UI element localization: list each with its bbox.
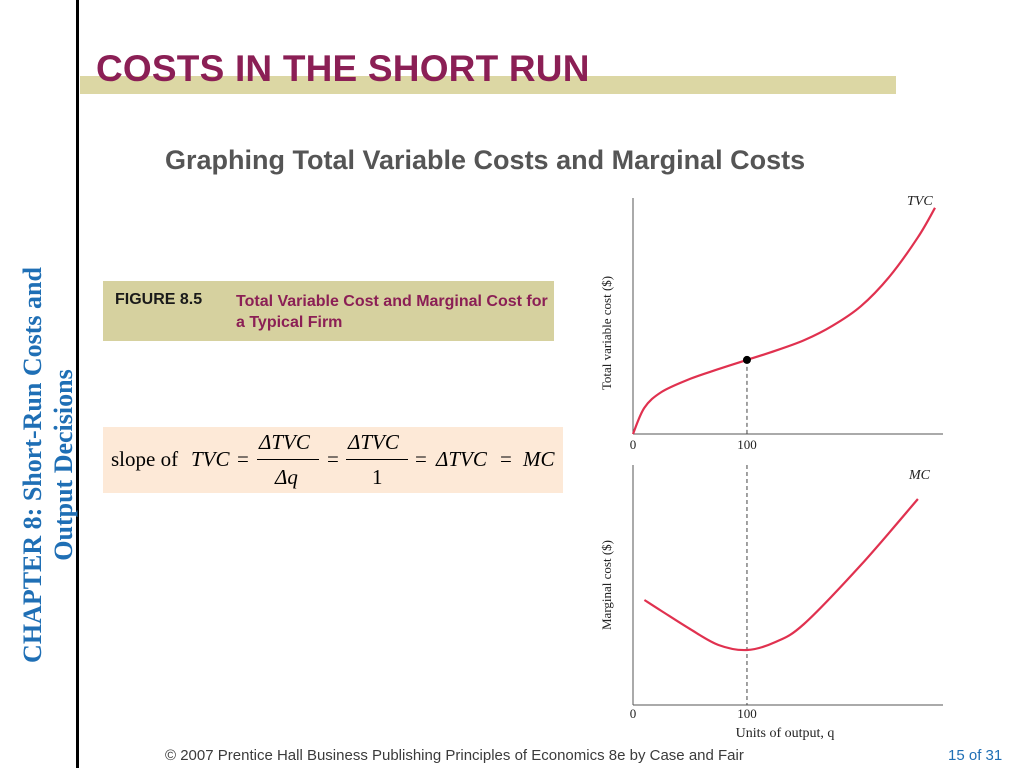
cost-curves-chart: Total variable cost ($) 0 100 TVC Margin…	[599, 194, 943, 741]
fraction-bar-1	[257, 459, 319, 460]
mc-panel: Marginal cost ($) 0 100 MC Units of outp…	[599, 465, 943, 741]
figure-label: FIGURE 8.5	[115, 291, 203, 308]
formula-mc: MC	[523, 447, 555, 471]
side-rule	[76, 0, 79, 768]
chapter-side-title: CHAPTER 8: Short-Run Costs and Output De…	[17, 235, 87, 695]
footer-copyright: © 2007 Prentice Hall Business Publishing…	[165, 747, 744, 764]
tvc-point-marker	[742, 355, 751, 364]
formula-numerator-1: ΔTVC	[259, 430, 310, 454]
tvc-x-tick-0: 0	[630, 437, 637, 452]
tvc-curve	[631, 207, 936, 435]
figure-caption: Total Variable Cost and Marginal Cost fo…	[236, 293, 548, 331]
formula-numerator-2: ΔTVC	[348, 430, 399, 454]
mc-y-label: Marginal cost ($)	[599, 540, 614, 630]
formula-equals-4: =	[500, 447, 512, 471]
tvc-series-label: TVC	[907, 194, 933, 209]
title-underline-band	[80, 76, 896, 94]
chapter-title-part1: Short-Run Costs and	[18, 267, 47, 502]
formula-denominator-1: Δq	[275, 465, 298, 489]
mc-curve	[643, 498, 919, 652]
slope-formula: slope of TVC = ΔTVC Δq = ΔTVC 1 = ΔTVC =…	[103, 427, 563, 493]
formula-denominator-2: 1	[372, 465, 383, 489]
formula-equals-2: =	[327, 447, 339, 471]
mc-series-label: MC	[908, 468, 931, 483]
formula-delta-tvc: ΔTVC	[436, 447, 487, 471]
figure-caption-box: FIGURE 8.5 Total Variable Cost and Margi…	[103, 281, 554, 341]
mc-x-label: Units of output, q	[736, 726, 835, 741]
formula-prefix: slope of	[111, 447, 179, 471]
formula-tvc: TVC	[191, 447, 230, 471]
tvc-x-tick-100: 100	[737, 437, 757, 452]
chapter-title-line1: CHAPTER 8: Short-Run Costs and	[17, 235, 48, 695]
fraction-bar-2	[346, 459, 408, 460]
page-number: 15 of 31	[948, 747, 1003, 764]
chapter-label: CHAPTER 8:	[18, 507, 47, 663]
formula-equals-3: =	[415, 447, 427, 471]
mc-x-tick-0: 0	[630, 706, 637, 721]
mc-x-tick-100: 100	[737, 706, 757, 721]
slide-subtitle: Graphing Total Variable Costs and Margin…	[165, 145, 806, 175]
slide-title: COSTS IN THE SHORT RUN	[96, 48, 590, 89]
formula-equals-1: =	[237, 447, 249, 471]
tvc-panel: Total variable cost ($) 0 100 TVC	[599, 194, 943, 452]
chapter-title-line2: Output Decisions	[49, 369, 78, 561]
tvc-y-label: Total variable cost ($)	[599, 276, 614, 390]
